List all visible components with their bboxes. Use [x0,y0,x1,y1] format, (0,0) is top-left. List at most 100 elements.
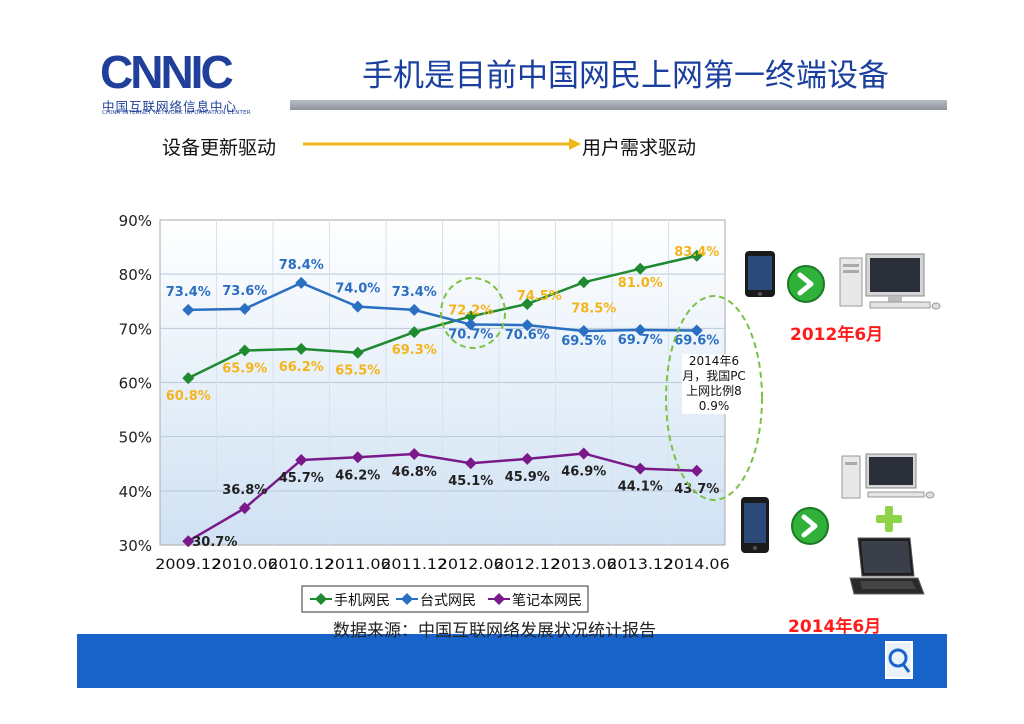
data-point [238,302,251,315]
desktop-computer-icon-2014 [841,453,935,499]
data-label: 60.8% [166,389,211,404]
data-label: 65.9% [222,362,267,377]
data-point [238,502,251,515]
chart-legend: 手机网民 台式网民 笔记本网民 [301,585,589,613]
data-point [577,276,590,289]
data-point [634,323,647,336]
data-label: 45.9% [505,470,550,485]
data-label: 69.3% [392,343,437,358]
data-label: 46.8% [392,465,437,480]
x-tick-label: 2009.12 [155,557,221,573]
x-tick-label: 2012.12 [494,557,560,573]
data-point [182,372,195,385]
data-label: 36.8% [222,483,267,498]
data-point [464,310,477,323]
data-point [521,452,534,465]
data-label: 73.4% [392,285,437,300]
data-label: 44.1% [618,480,663,495]
slide-title: 手机是目前中国网民上网第一终端设备 [362,58,889,94]
legend-marker [315,593,327,605]
x-tick-label: 2011.12 [381,557,447,573]
data-point [182,535,195,548]
data-label: 72.2% [448,303,493,318]
data-point [351,346,364,359]
pc-ratio-annotation: 2014年6月，我国PC上网比例80.9% [682,354,746,414]
search-document-icon [885,641,913,679]
data-point [690,249,703,262]
data-label: 66.2% [279,360,324,375]
data-label: 78.4% [279,258,324,273]
data-label: 73.6% [222,284,267,299]
title-divider [290,100,947,110]
x-tick-label: 2010.06 [212,557,278,573]
data-label: 74.0% [335,282,380,297]
x-tick-label: 2010.12 [268,557,334,573]
data-label: 30.7% [192,535,237,550]
arrow-right-icon [787,265,825,303]
desktop-computer-icon [839,253,941,310]
y-tick-label: 60% [119,375,152,393]
data-label: 78.5% [571,301,616,316]
data-label: 73.4% [166,285,211,300]
legend-marker [493,593,505,605]
data-label: 74.5% [517,289,562,304]
laptop-icon [849,537,925,595]
data-point [690,324,703,337]
data-point [690,464,703,477]
series-line-2 [187,452,697,543]
crossover-highlight-circle [440,277,506,349]
arrow-right-icon-2014 [791,507,829,545]
cnnic-logo-mark: CNNIC [100,50,235,94]
data-label: 46.2% [335,468,380,483]
data-point [464,318,477,331]
flow-arrow-icon [303,138,581,150]
data-label: 70.6% [505,328,550,343]
x-tick-label: 2012.06 [438,557,504,573]
data-label: 69.7% [618,333,663,348]
data-point [295,453,308,466]
data-label: 69.6% [674,334,719,349]
year-label-2012: 2012年6月 [790,325,884,345]
y-tick-label: 70% [119,320,152,338]
data-label: 43.7% [674,482,719,497]
y-tick-label: 80% [119,266,152,284]
flow-to-label: 用户需求驱动 [582,137,697,159]
data-label: 65.5% [335,364,380,379]
logo-english-name: CHINA INTERNET NETWORK INFORMATION CENTE… [102,110,251,116]
y-tick-label: 90% [119,212,152,230]
data-point [521,319,534,332]
x-tick-label: 2013.06 [551,557,617,573]
data-point [577,325,590,338]
logo-chinese-name: 中国互联网络信息中心 [102,99,238,114]
x-tick-label: 2013.12 [607,557,673,573]
data-point [634,462,647,475]
y-tick-label: 30% [119,537,152,555]
data-label: 45.7% [279,471,324,486]
data-source-note: 数据来源：中国互联网络发展状况统计报告 [333,621,656,641]
data-label: 83.4% [674,245,719,260]
data-point [295,276,308,289]
x-tick-label: 2011.06 [325,557,391,573]
data-label: 45.1% [448,474,493,489]
data-point [521,297,534,310]
footer-bar [77,634,947,688]
data-point [182,303,195,316]
data-point [351,300,364,313]
data-point [634,262,647,275]
data-label: 70.7% [448,328,493,343]
legend-marker [401,593,413,605]
data-point [295,342,308,355]
y-tick-label: 40% [119,483,152,501]
data-point [408,303,421,316]
data-point [408,448,421,460]
x-tick-label: 2014.06 [664,557,730,573]
data-point [577,447,590,460]
data-point [464,457,477,470]
legend-label: 笔记本网民 [512,593,582,609]
y-tick-label: 50% [119,429,152,447]
cnnic-logo: CNNIC 中国互联网络信息中心 CHINA INTERNET NETWORK … [100,50,280,120]
smartphone-icon [745,251,775,297]
data-point [408,326,421,339]
flow-from-label: 设备更新驱动 [162,137,277,159]
